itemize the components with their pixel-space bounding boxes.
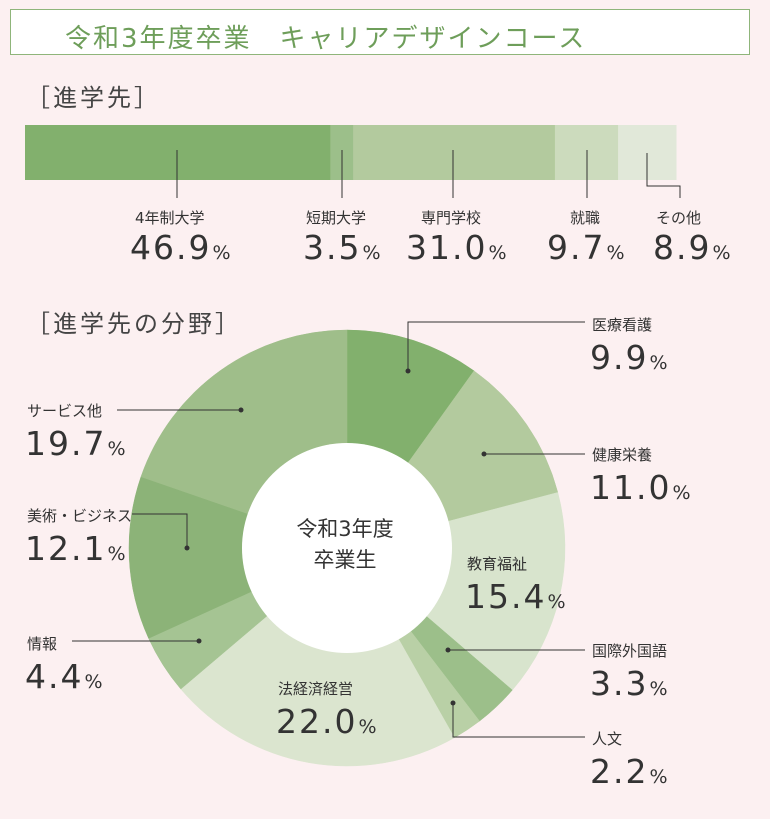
slice-value-label: 22.0% — [276, 702, 377, 741]
slice-category-label: 医療看護 — [592, 316, 653, 334]
slice-category-label: 美術・ビジネス — [27, 507, 133, 525]
slice-category-label: 法経済経営 — [278, 680, 354, 698]
bar-segment — [25, 125, 331, 180]
slice-category-label: 国際外国語 — [592, 642, 668, 660]
bar-value-label: 46.9% — [130, 228, 231, 267]
leader-dot — [196, 638, 202, 644]
bar-value-label: 31.0% — [406, 228, 507, 267]
section-title-field: ［進学先の分野］ — [26, 310, 242, 338]
leader-dot — [184, 545, 190, 551]
donut-center-label: 令和3年度 卒業生 — [280, 514, 410, 576]
bar-category-label: 就職 — [570, 209, 601, 227]
slice-value-label: 15.4% — [465, 577, 566, 616]
bar-category-label: 専門学校 — [421, 209, 482, 227]
donut-hole — [242, 443, 452, 653]
center-line-2: 卒業生 — [313, 548, 377, 572]
slice-leader-line — [132, 513, 188, 548]
slice-value-label: 12.1% — [25, 529, 126, 568]
slice-value-label: 11.0% — [590, 468, 691, 507]
bar-category-label: その他 — [656, 209, 702, 227]
section-title-destination: ［進学先］ — [26, 84, 161, 112]
bar-leader-line — [646, 153, 681, 198]
slice-category-label: 健康栄養 — [592, 446, 653, 464]
slice-value-label: 19.7% — [25, 424, 126, 463]
bar-value-label: 8.9% — [653, 228, 731, 267]
leader-dot — [450, 700, 456, 706]
slice-leader-line — [407, 321, 585, 371]
slice-category-label: 情報 — [27, 635, 58, 653]
slice-value-label: 2.2% — [590, 752, 668, 791]
slice-category-label: 人文 — [592, 730, 623, 748]
slice-category-label: 教育福祉 — [467, 555, 528, 573]
slice-value-label: 4.4% — [25, 657, 103, 696]
slice-category-label: サービス他 — [27, 402, 103, 420]
slice-leader-line — [452, 703, 585, 738]
slice-value-label: 3.3% — [590, 664, 668, 703]
page-title: 令和3年度卒業 キャリアデザインコース — [65, 24, 587, 54]
leader-dot — [405, 368, 411, 374]
bar-category-label: 4年制大学 — [135, 209, 205, 227]
slice-value-label: 9.9% — [590, 338, 668, 377]
leader-dot — [445, 647, 451, 653]
bar-segment — [353, 125, 556, 180]
title-box: 令和3年度卒業 キャリアデザインコース — [10, 9, 750, 55]
bar-value-label: 3.5% — [303, 228, 381, 267]
bar-value-label: 9.7% — [547, 228, 625, 267]
center-line-1: 令和3年度 — [296, 517, 394, 541]
leader-dot — [238, 407, 244, 413]
leader-dot — [481, 451, 487, 457]
bar-category-label: 短期大学 — [306, 209, 367, 227]
donut-slice — [426, 492, 566, 691]
